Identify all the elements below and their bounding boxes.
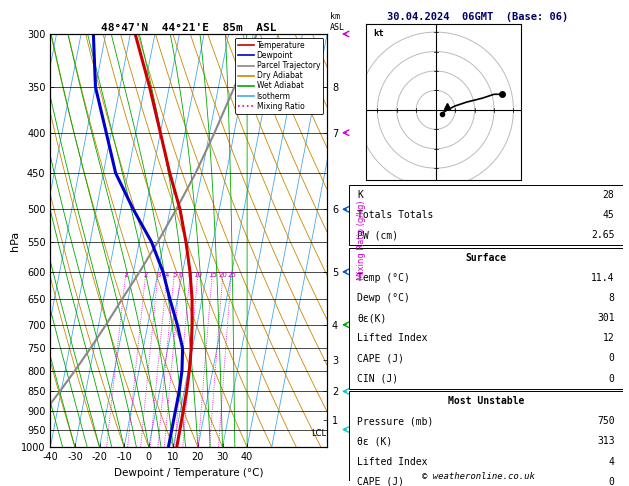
Text: 2: 2	[143, 272, 148, 278]
Text: 8: 8	[188, 272, 192, 278]
Text: © weatheronline.co.uk: © weatheronline.co.uk	[421, 472, 535, 481]
Text: 4: 4	[165, 272, 169, 278]
Text: Mixing Ratio (g/kg): Mixing Ratio (g/kg)	[357, 201, 366, 280]
Text: km
ASL: km ASL	[330, 12, 345, 32]
Text: 2.65: 2.65	[591, 230, 615, 240]
Text: 1: 1	[124, 272, 128, 278]
Text: CAPE (J): CAPE (J)	[357, 477, 404, 486]
Text: 5: 5	[172, 272, 177, 278]
Text: Pressure (mb): Pressure (mb)	[357, 416, 433, 426]
Text: 25: 25	[227, 272, 236, 278]
X-axis label: Dewpoint / Temperature (°C): Dewpoint / Temperature (°C)	[114, 468, 264, 478]
Text: Lifted Index: Lifted Index	[357, 456, 428, 467]
Text: CAPE (J): CAPE (J)	[357, 353, 404, 364]
Text: K: K	[357, 190, 363, 200]
Text: 28: 28	[603, 190, 615, 200]
Text: 8: 8	[609, 293, 615, 303]
Text: θε (K): θε (K)	[357, 436, 392, 447]
Text: Totals Totals: Totals Totals	[357, 210, 433, 220]
Text: 313: 313	[597, 436, 615, 447]
Text: Most Unstable: Most Unstable	[448, 396, 524, 406]
Text: 0: 0	[609, 353, 615, 364]
Text: Dewp (°C): Dewp (°C)	[357, 293, 410, 303]
Text: 20: 20	[219, 272, 228, 278]
Text: CIN (J): CIN (J)	[357, 374, 398, 383]
Text: 6: 6	[178, 272, 183, 278]
Text: 12: 12	[603, 333, 615, 343]
Text: LCL: LCL	[311, 429, 326, 437]
Text: Surface: Surface	[465, 253, 506, 262]
Text: Lifted Index: Lifted Index	[357, 333, 428, 343]
Text: θε(K): θε(K)	[357, 313, 387, 323]
Text: 4: 4	[609, 456, 615, 467]
Text: 10: 10	[194, 272, 203, 278]
Bar	[349, 391, 623, 486]
Title: 48°47'N  44°21'E  85m  ASL: 48°47'N 44°21'E 85m ASL	[101, 23, 277, 33]
Text: 0: 0	[609, 477, 615, 486]
Y-axis label: hPa: hPa	[9, 230, 19, 251]
Text: 45: 45	[603, 210, 615, 220]
Text: kt: kt	[374, 29, 384, 38]
Text: 30.04.2024  06GMT  (Base: 06): 30.04.2024 06GMT (Base: 06)	[387, 12, 569, 22]
Text: 0: 0	[609, 374, 615, 383]
Text: PW (cm): PW (cm)	[357, 230, 398, 240]
Text: 11.4: 11.4	[591, 273, 615, 283]
Text: 750: 750	[597, 416, 615, 426]
Legend: Temperature, Dewpoint, Parcel Trajectory, Dry Adiabat, Wet Adiabat, Isotherm, Mi: Temperature, Dewpoint, Parcel Trajectory…	[235, 38, 323, 114]
Text: 3: 3	[156, 272, 160, 278]
Bar	[349, 247, 623, 389]
Bar	[349, 185, 623, 245]
Text: 301: 301	[597, 313, 615, 323]
Text: Temp (°C): Temp (°C)	[357, 273, 410, 283]
Text: 15: 15	[208, 272, 217, 278]
